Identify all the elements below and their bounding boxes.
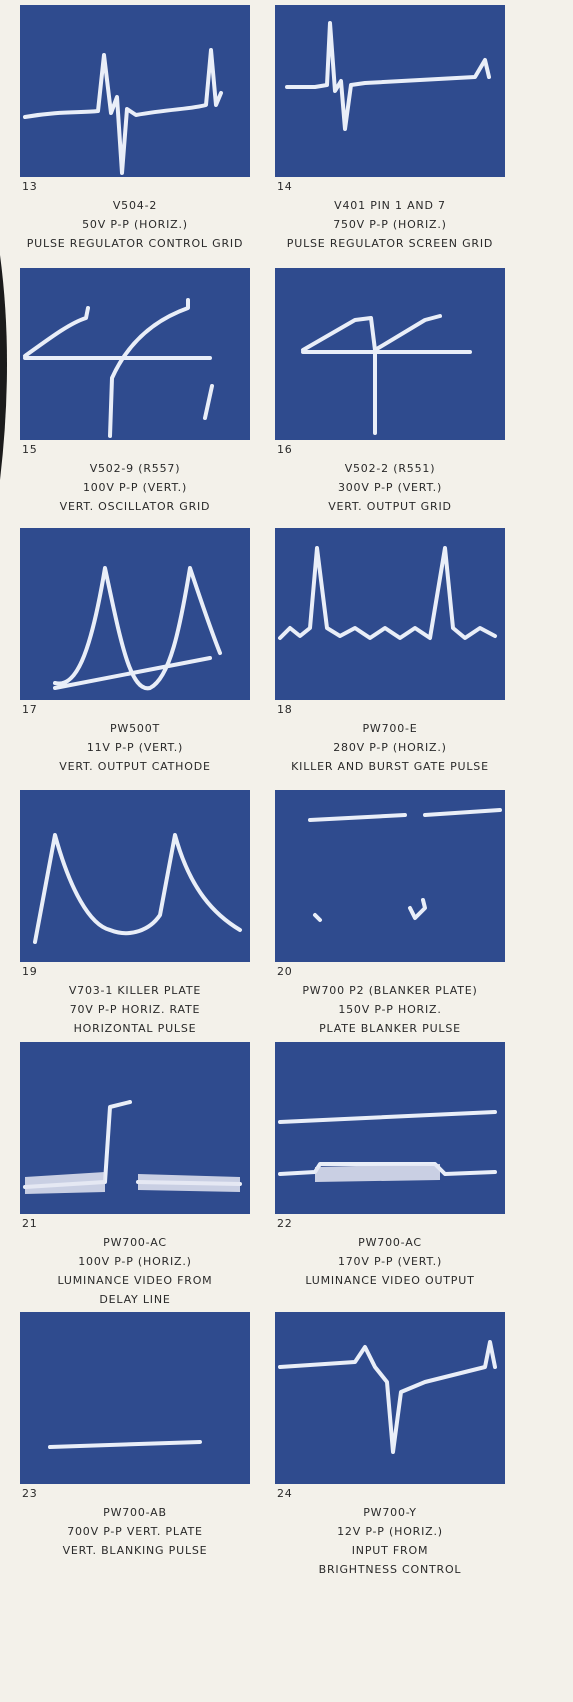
panel: 16 V502-2 (R551) 300V P-P (VERT.) VERT. OUT…: [275, 268, 505, 513]
caption-line: PULSE REGULATOR CONTROL GRID: [27, 237, 243, 250]
figure-number: 19: [22, 965, 38, 978]
caption-line: PW700-AB: [103, 1506, 167, 1519]
caption-line: VERT. BLANKING PULSE: [63, 1544, 208, 1557]
panel: 19 V703-1 KILLER PLATE 70V P-P HORIZ. RATE…: [20, 790, 250, 1035]
panel: 20 PW700 P2 (BLANKER PLATE) 150V P-P HORIZ…: [275, 790, 505, 1035]
figure-number: 17: [22, 703, 38, 716]
page: 13 V504-2 50V P-P (HORIZ.) PULSE REGULATOR …: [0, 0, 573, 1702]
caption-line: V401 PIN 1 AND 7: [334, 199, 446, 212]
figure-number: 20: [277, 965, 293, 978]
caption-line: 750V P-P (HORIZ.): [333, 218, 447, 231]
scope-screen: [275, 5, 505, 177]
panel: 13 V504-2 50V P-P (HORIZ.) PULSE REGULATOR …: [20, 5, 250, 250]
panel: 21 PW700-AC 100V P-P (HORIZ.) LUMINANCE VID…: [20, 1042, 250, 1306]
caption-line: INPUT FROM: [352, 1544, 429, 1557]
document: 13 V504-2 50V P-P (HORIZ.) PULSE REGULATOR …: [0, 0, 573, 1702]
caption-line: PW500T: [110, 722, 160, 735]
caption-line: HORIZONTAL PULSE: [74, 1022, 197, 1035]
figure-number: 23: [22, 1487, 38, 1500]
caption-line: 12V P-P (HORIZ.): [337, 1525, 443, 1538]
scope-screen: [20, 268, 250, 440]
panel: 23 PW700-AB 700V P-P VERT. PLATE VERT. BLAN…: [20, 1312, 250, 1557]
figure-number: 24: [277, 1487, 293, 1500]
figure-number: 16: [277, 443, 293, 456]
caption-line: PW700-E: [362, 722, 417, 735]
panel: 22 PW700-AC 170V P-P (VERT.) LUMINANCE VIDE…: [275, 1042, 505, 1287]
caption-line: 700V P-P VERT. PLATE: [67, 1525, 203, 1538]
caption-line: PW700-AC: [358, 1236, 422, 1249]
caption-line: V502-2 (R551): [345, 462, 436, 475]
caption-line: 150V P-P HORIZ.: [338, 1003, 441, 1016]
caption-line: KILLER AND BURST GATE PULSE: [291, 760, 489, 773]
scope-screen: [20, 1312, 250, 1484]
caption-line: PW700 P2 (BLANKER PLATE): [302, 984, 477, 997]
scope-screen: [20, 790, 250, 962]
caption-line: BRIGHTNESS CONTROL: [319, 1563, 462, 1576]
caption-line: VERT. OSCILLATOR GRID: [60, 500, 211, 513]
figure-number: 21: [22, 1217, 38, 1230]
video-band: [315, 1164, 440, 1182]
caption-line: 300V P-P (VERT.): [338, 481, 442, 494]
caption-line: V504-2: [113, 199, 157, 212]
figure-number: 14: [277, 180, 293, 193]
scope-screen: [275, 1042, 505, 1214]
caption-line: 100V P-P (VERT.): [83, 481, 187, 494]
edge-shadow: [0, 255, 7, 480]
figure-number: 22: [277, 1217, 293, 1230]
caption-line: 50V P-P (HORIZ.): [82, 218, 188, 231]
figure-number: 15: [22, 443, 38, 456]
panel: 17 PW500T 11V P-P (VERT.) VERT. OUTPUT CATH…: [20, 528, 250, 773]
caption-line: PW700-Y: [363, 1506, 417, 1519]
figure-number: 13: [22, 180, 38, 193]
panel: 18 PW700-E 280V P-P (HORIZ.) KILLER AND BUR…: [275, 528, 505, 773]
caption-line: 11V P-P (VERT.): [87, 741, 183, 754]
caption-line: V703-1 KILLER PLATE: [69, 984, 201, 997]
caption-line: VERT. OUTPUT CATHODE: [59, 760, 210, 773]
caption-line: DELAY LINE: [99, 1293, 170, 1306]
caption-line: V502-9 (R557): [90, 462, 181, 475]
caption-line: PW700-AC: [103, 1236, 167, 1249]
caption-line: LUMINANCE VIDEO FROM: [58, 1274, 213, 1287]
panel: 15 V502-9 (R557) 100V P-P (VERT.) VERT. OSC…: [20, 268, 250, 513]
caption-line: 170V P-P (VERT.): [338, 1255, 442, 1268]
caption-line: VERT. OUTPUT GRID: [328, 500, 452, 513]
caption-line: LUMINANCE VIDEO OUTPUT: [305, 1274, 474, 1287]
caption-line: PULSE REGULATOR SCREEN GRID: [287, 237, 493, 250]
panel: 14 V401 PIN 1 AND 7 750V P-P (HORIZ.) PULSE…: [275, 5, 505, 250]
figure-number: 18: [277, 703, 293, 716]
panel: 24 PW700-Y 12V P-P (HORIZ.) INPUT FROM BRIGH…: [275, 1312, 505, 1576]
caption-line: PLATE BLANKER PULSE: [319, 1022, 461, 1035]
caption-line: 70V P-P HORIZ. RATE: [70, 1003, 201, 1016]
caption-line: 280V P-P (HORIZ.): [333, 741, 447, 754]
caption-line: 100V P-P (HORIZ.): [78, 1255, 192, 1268]
